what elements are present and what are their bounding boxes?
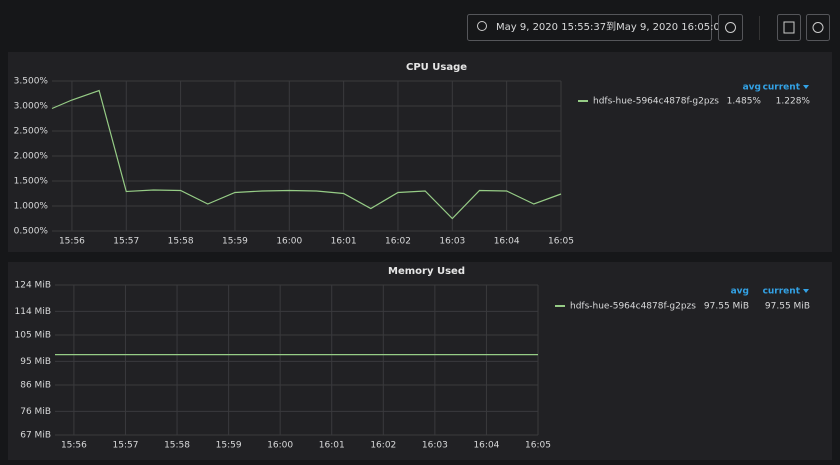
x-tick-label: 16:03: [422, 441, 448, 451]
x-tick-label: 15:59: [216, 441, 242, 451]
clock-icon: [477, 21, 487, 31]
x-tick-label: 16:05: [525, 441, 551, 451]
legend-name: hdfs-hue-5964c4878f-g2pzs: [570, 302, 696, 312]
legend-current: 1.228%: [776, 97, 811, 107]
x-tick-label: 16:00: [267, 441, 293, 451]
x-tick-label: 15:56: [59, 237, 85, 247]
y-tick-label: 0.500%: [14, 227, 49, 237]
x-tick-label: 15:56: [61, 441, 87, 451]
refresh-icon: [725, 22, 736, 33]
x-tick-label: 15:59: [222, 237, 248, 247]
x-tick-label: 15:57: [113, 237, 139, 247]
x-tick-label: 15:58: [168, 237, 194, 247]
x-tick-label: 16:00: [276, 237, 302, 247]
refresh-button[interactable]: [718, 14, 743, 41]
sort-caret: [803, 289, 809, 293]
settings-button[interactable]: [806, 14, 830, 41]
save-button[interactable]: [777, 14, 801, 41]
settings-icon: [812, 22, 824, 33]
y-tick-label: 67 MiB: [20, 431, 51, 441]
legend-header: avg: [743, 83, 761, 93]
y-tick-label: 3.000%: [14, 102, 49, 112]
x-tick-label: 15:57: [113, 441, 139, 451]
legend-header: current: [763, 287, 801, 297]
chart-title: Memory Used: [388, 266, 465, 277]
y-tick-label: 1.500%: [14, 177, 49, 187]
legend-avg: 1.485%: [727, 97, 762, 107]
save-icon: [783, 21, 795, 34]
x-tick-label: 16:04: [473, 441, 499, 451]
y-tick-label: 95 MiB: [20, 357, 51, 367]
y-tick-label: 76 MiB: [20, 407, 51, 417]
x-tick-label: 16:01: [331, 237, 357, 247]
legend-header: avg: [731, 287, 749, 297]
legend-avg: 97.55 MiB: [704, 302, 749, 312]
y-tick-label: 114 MiB: [15, 307, 51, 317]
legend-header: current: [763, 83, 801, 93]
y-tick-label: 3.500%: [14, 77, 49, 87]
time-range: May 9, 2020 15:55:37到May 9, 2020 16:05:0…: [496, 21, 726, 33]
x-tick-label: 16:04: [494, 237, 520, 247]
x-tick-label: 16:03: [439, 237, 465, 247]
x-tick-label: 16:01: [319, 441, 345, 451]
sort-caret: [803, 85, 809, 89]
y-tick-label: 124 MiB: [15, 281, 51, 291]
x-tick-label: 15:58: [164, 441, 190, 451]
legend-name: hdfs-hue-5964c4878f-g2pzs: [593, 97, 719, 107]
legend-current: 97.55 MiB: [765, 302, 810, 312]
data-line: [51, 89, 562, 220]
x-tick-label: 16:02: [385, 237, 411, 247]
x-tick-label: 16:02: [370, 441, 396, 451]
chart-title: CPU Usage: [406, 62, 467, 73]
time-picker[interactable]: [467, 14, 712, 41]
y-tick-label: 105 MiB: [15, 331, 51, 341]
x-tick-label: 16:05: [548, 237, 574, 247]
panel: [8, 52, 832, 252]
y-tick-label: 2.000%: [14, 152, 49, 162]
y-tick-label: 86 MiB: [20, 381, 51, 391]
y-tick-label: 2.500%: [14, 127, 49, 137]
y-tick-label: 1.000%: [14, 202, 49, 212]
